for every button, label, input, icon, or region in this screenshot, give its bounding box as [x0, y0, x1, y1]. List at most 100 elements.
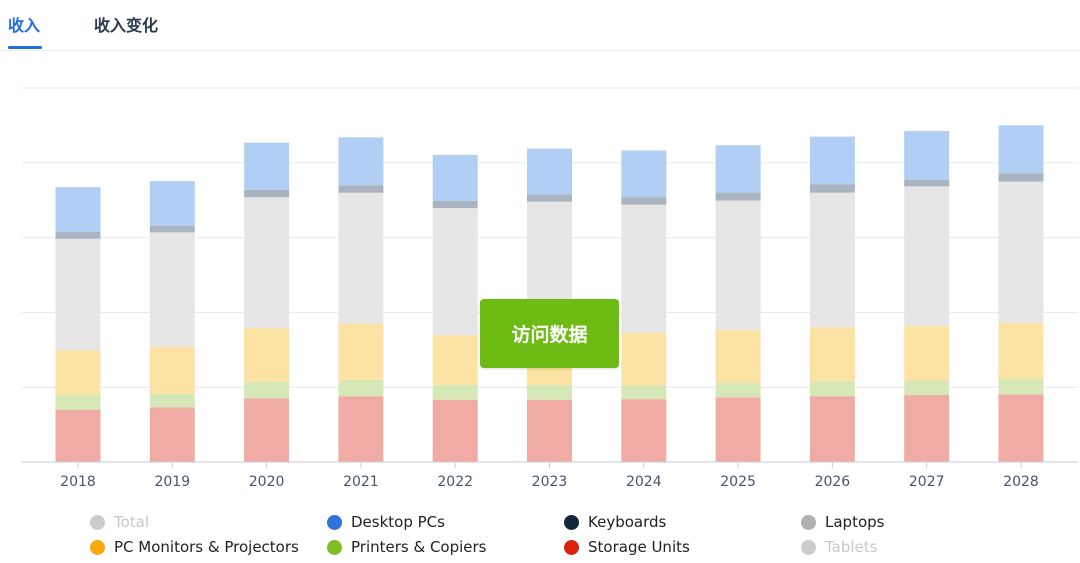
x-tick-label: 2026 [815, 474, 851, 490]
legend-label: Laptops [825, 513, 885, 531]
legend-item-laptops[interactable]: Laptops [801, 513, 884, 531]
legend-label: Printers & Copiers [351, 538, 487, 556]
bar-segment-printers-copiers [715, 382, 761, 398]
bar-segment-laptops [621, 197, 667, 205]
bar-segment-desktop-pcs [55, 187, 101, 232]
legend-item-storage-units[interactable]: Storage Units [564, 538, 690, 556]
bar-segment-pc-monitors-projectors [621, 332, 667, 386]
bar-segment-storage-units [432, 399, 478, 462]
bar-segment-printers-copiers [809, 381, 855, 397]
bar-segment-pc-monitors-projectors [149, 346, 195, 394]
bar-segment-laptops [809, 184, 855, 193]
bar-segment-desktop-pcs [809, 136, 855, 185]
legend-label: Storage Units [588, 538, 690, 556]
bar-segment-laptops [998, 173, 1044, 182]
bar-segment-laptops [904, 179, 950, 187]
bar-segment-tablets [715, 200, 761, 330]
bar-segment-storage-units [527, 399, 572, 462]
x-tick-label: 2025 [720, 474, 756, 490]
x-tick-label: 2019 [154, 474, 190, 490]
bar-segment-printers-copiers [621, 385, 667, 400]
stacked-bar-chart: 2018 2019 2020 2021 2022 2023 2024 2025 2026 2027… [22, 87, 1078, 490]
tab-revenue-change[interactable]: 收入变化 [94, 16, 159, 35]
legend-label: Total [114, 513, 150, 531]
bar-segment-laptops [55, 231, 101, 239]
legend-dot-icon [90, 514, 105, 530]
tab-revenue[interactable]: 收入 [8, 16, 41, 35]
bar-segment-desktop-pcs [998, 125, 1044, 174]
legend-item-keyboards[interactable]: Keyboards [564, 513, 666, 531]
legend-label: Keyboards [588, 513, 667, 531]
x-tick-label: 2022 [437, 474, 473, 490]
bar-segment-desktop-pcs [432, 154, 478, 201]
bar-segment-tablets [904, 186, 950, 326]
legend-dot-icon [90, 539, 105, 555]
x-tick-label: 2024 [626, 474, 662, 490]
bar-segment-desktop-pcs [149, 181, 195, 226]
bar-segment-tablets [998, 181, 1044, 323]
bar-segment-desktop-pcs [338, 137, 384, 186]
bar-segment-laptops [244, 189, 290, 198]
bar-segment-tablets [149, 232, 195, 347]
bar-segment-pc-monitors-projectors [55, 350, 101, 395]
bar-segment-tablets [809, 192, 855, 328]
bar-segment-laptops [149, 225, 195, 233]
bar-segment-storage-units [338, 396, 384, 462]
bar-segment-storage-units [998, 394, 1044, 462]
bar-segment-printers-copiers [149, 393, 195, 408]
legend-item-total[interactable]: Total [90, 513, 149, 531]
bar-segment-storage-units [55, 409, 101, 462]
tab-bar: 收入 收入变化 [0, 0, 1080, 51]
bar-segment-pc-monitors-projectors [998, 322, 1044, 379]
bar-segment-printers-copiers [55, 394, 101, 410]
bar-segment-desktop-pcs [621, 150, 667, 198]
legend-dot-icon [801, 514, 816, 530]
bar-segment-storage-units [715, 397, 761, 462]
x-tick-label: 2020 [249, 474, 285, 490]
bar-segment-laptops [432, 200, 478, 209]
bar-segment-pc-monitors-projectors [904, 325, 950, 381]
bar-segment-storage-units [149, 407, 195, 462]
chart-legend: Total Desktop PCs Keyboards Laptops PC M… [0, 508, 1080, 563]
x-tick-label: 2018 [60, 474, 96, 490]
legend-item-desktop-pcs[interactable]: Desktop PCs [327, 513, 445, 531]
bar-segment-laptops [527, 194, 572, 202]
active-tab-indicator [8, 46, 42, 49]
bar-segment-pc-monitors-projectors [809, 327, 855, 382]
legend-item-printers-copiers[interactable]: Printers & Copiers [327, 538, 487, 556]
bar-segment-desktop-pcs [715, 145, 761, 193]
bar-segment-tablets [338, 192, 384, 324]
bar-segment-printers-copiers [244, 381, 290, 399]
bar-segment-storage-units [809, 396, 855, 462]
legend-item-pc-monitors-projectors[interactable]: PC Monitors & Projectors [90, 538, 299, 556]
bar-segment-storage-units [904, 395, 950, 462]
x-tick-label: 2028 [1003, 474, 1039, 490]
x-tick-label: 2027 [909, 474, 945, 490]
legend-item-tablets[interactable]: Tablets [801, 538, 878, 556]
bar-segment-laptops [715, 192, 761, 201]
bar-segment-printers-copiers [338, 379, 384, 397]
bar-segment-desktop-pcs [527, 148, 572, 195]
bar-segment-printers-copiers [904, 380, 950, 396]
bar-segment-tablets [55, 238, 101, 351]
bar-segment-tablets [621, 204, 667, 333]
legend-dot-icon [327, 539, 342, 555]
legend-dot-icon [327, 514, 342, 530]
bar-segment-pc-monitors-projectors [338, 323, 384, 380]
access-data-button[interactable]: 访问数据 [480, 299, 619, 368]
bar-segment-tablets [432, 208, 478, 336]
legend-dot-icon [564, 539, 579, 555]
legend-label: PC Monitors & Projectors [114, 538, 299, 556]
bar-segment-desktop-pcs [904, 131, 950, 180]
bar-segment-printers-copiers [998, 378, 1044, 395]
bar-segment-pc-monitors-projectors [244, 328, 290, 382]
bar-segment-pc-monitors-projectors [715, 329, 761, 383]
legend-dot-icon [801, 539, 816, 555]
legend-label: Desktop PCs [351, 513, 445, 531]
legend-dot-icon [564, 514, 579, 530]
x-tick-label: 2023 [532, 474, 568, 490]
bar-segment-pc-monitors-projectors [432, 335, 478, 385]
legend-label: Tablets [825, 538, 878, 556]
bar-segment-printers-copiers [432, 384, 478, 400]
bar-segment-printers-copiers [527, 384, 572, 400]
